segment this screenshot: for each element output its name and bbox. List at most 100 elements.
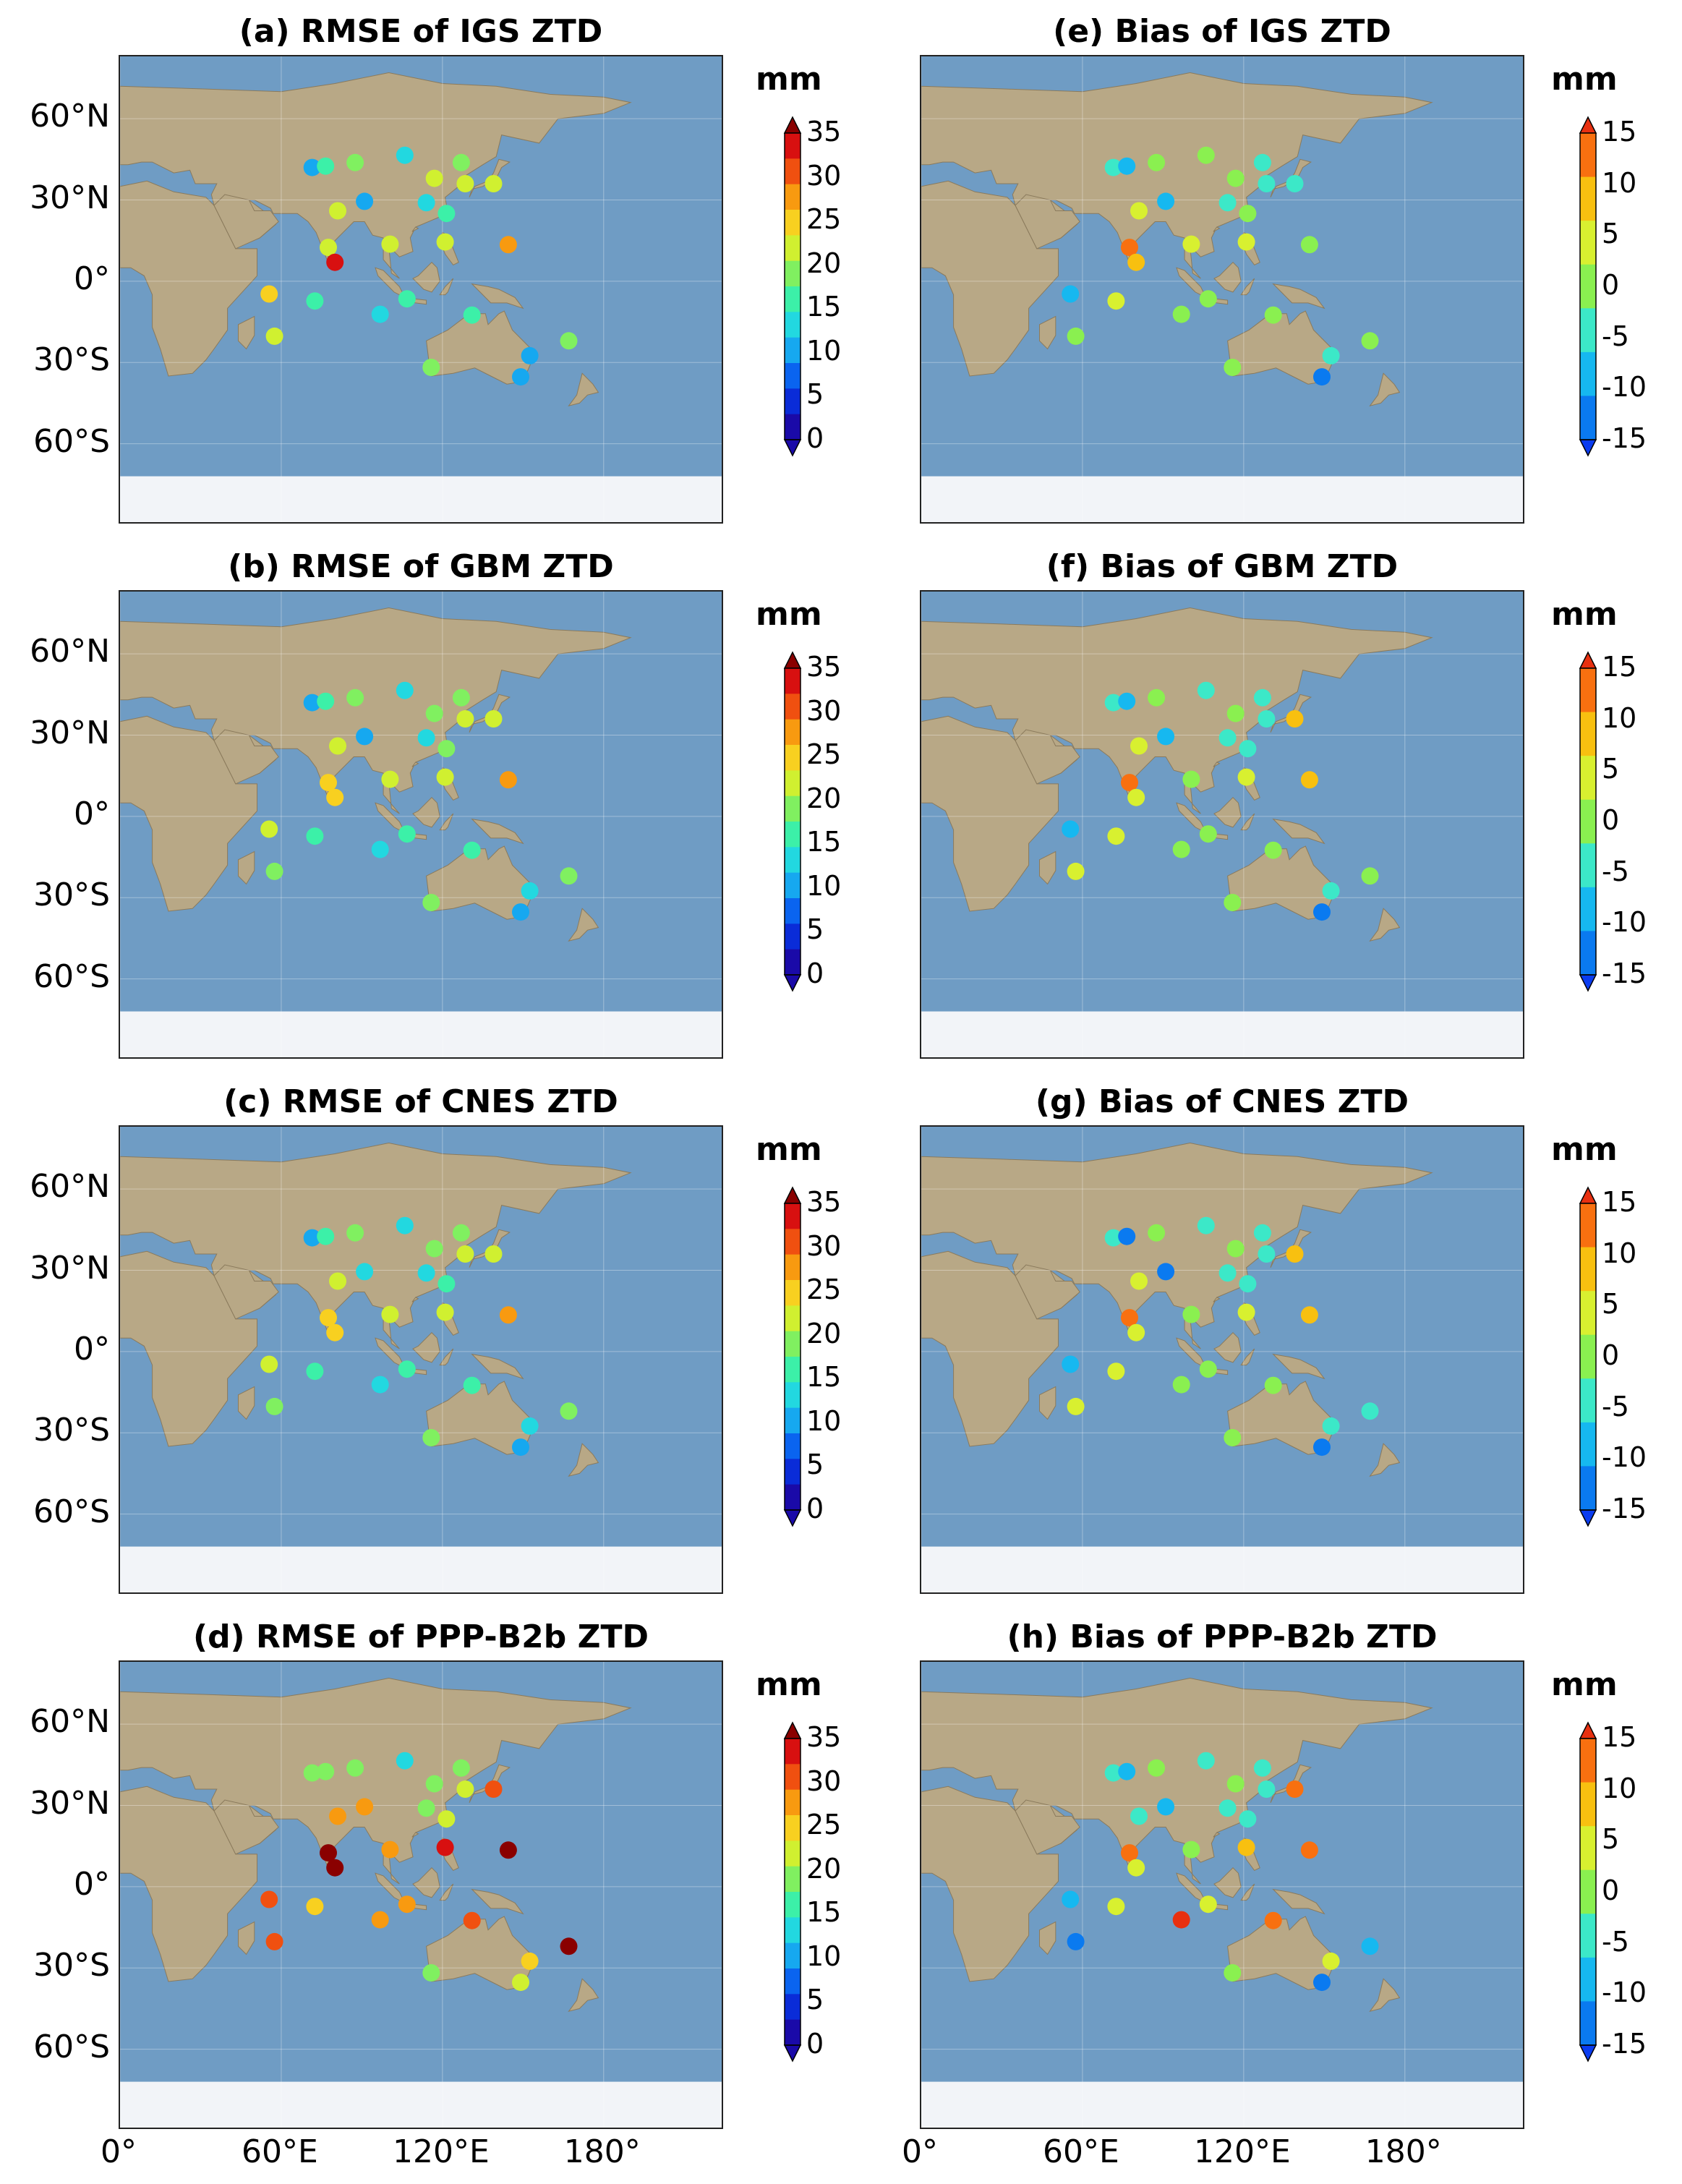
station-marker bbox=[456, 710, 474, 728]
colorbar-segment bbox=[785, 133, 801, 159]
station-marker bbox=[1313, 903, 1331, 921]
station-marker bbox=[326, 1859, 344, 1877]
station-marker bbox=[1127, 253, 1145, 271]
station-marker bbox=[1313, 1974, 1331, 1992]
landmass bbox=[1015, 729, 1080, 785]
station-marker bbox=[1239, 740, 1257, 758]
antarctica bbox=[921, 2081, 1523, 2128]
landmass bbox=[213, 1264, 279, 1320]
colorbar-outline bbox=[1579, 667, 1597, 976]
antarctica bbox=[921, 1546, 1523, 1592]
station-marker bbox=[1322, 1417, 1340, 1435]
colorbar-tick-label: 0 bbox=[1602, 269, 1620, 301]
landmass bbox=[238, 1921, 255, 1955]
landmass bbox=[1272, 818, 1325, 845]
colorbar-tick-label: -10 bbox=[1602, 371, 1647, 404]
station-marker bbox=[320, 774, 337, 792]
colorbar bbox=[1579, 116, 1597, 457]
colorbar-segment bbox=[1580, 1739, 1596, 1783]
station-marker bbox=[1118, 692, 1136, 710]
station-marker bbox=[1127, 1859, 1145, 1877]
station-marker bbox=[1130, 202, 1148, 220]
colorbar-segment bbox=[785, 1280, 801, 1306]
landmass bbox=[921, 715, 1059, 912]
colorbar-outline bbox=[784, 132, 801, 440]
station-marker bbox=[1157, 1263, 1175, 1281]
station-marker bbox=[417, 1264, 435, 1282]
station-marker bbox=[422, 1964, 440, 1982]
station-marker bbox=[1062, 1890, 1080, 1908]
colorbar-segment bbox=[785, 1892, 801, 1918]
station-marker bbox=[371, 1911, 389, 1929]
landmass bbox=[238, 315, 255, 350]
y-tick-label: 0° bbox=[74, 795, 110, 832]
landmass bbox=[411, 1297, 419, 1302]
landmass bbox=[412, 1331, 440, 1363]
station-marker bbox=[1182, 235, 1200, 253]
landmass bbox=[921, 180, 1059, 377]
station-marker bbox=[303, 158, 321, 176]
station-marker bbox=[560, 1402, 578, 1420]
station-marker bbox=[396, 1216, 414, 1234]
colorbar-segment bbox=[1580, 1826, 1596, 1871]
colorbar-tick-label: 30 bbox=[806, 1229, 842, 1262]
station-marker bbox=[436, 1303, 454, 1321]
station-marker bbox=[1067, 862, 1085, 880]
colorbar-extend-min bbox=[1579, 1509, 1597, 1527]
colorbar-segment bbox=[1580, 887, 1596, 931]
station-marker bbox=[1258, 1245, 1276, 1263]
station-marker bbox=[381, 770, 399, 788]
station-marker bbox=[1107, 292, 1125, 310]
colorbar-segment bbox=[1580, 1203, 1596, 1248]
colorbar-segment bbox=[785, 286, 801, 312]
station-marker bbox=[1258, 1780, 1276, 1798]
station-marker bbox=[417, 194, 435, 212]
station-marker bbox=[346, 1759, 364, 1777]
colorbar-unit: mm bbox=[1551, 1131, 1618, 1168]
x-tick-label: 0° bbox=[101, 2133, 137, 2170]
colorbar-segment bbox=[785, 337, 801, 364]
station-marker bbox=[1239, 1275, 1257, 1293]
colorbar-extend-max bbox=[783, 116, 802, 134]
station-marker bbox=[1264, 306, 1282, 324]
colorbar-extend-max bbox=[783, 651, 802, 669]
landmass bbox=[412, 1867, 440, 1898]
station-marker bbox=[1361, 1937, 1379, 1955]
map-canvas bbox=[120, 56, 722, 522]
station-marker bbox=[1104, 694, 1122, 712]
landmass bbox=[1272, 283, 1325, 310]
station-marker bbox=[499, 1306, 517, 1324]
colorbar-segment bbox=[785, 1764, 801, 1791]
colorbar-segment bbox=[1580, 799, 1596, 844]
station-marker bbox=[452, 153, 470, 171]
station-marker bbox=[437, 1275, 456, 1293]
colorbar-outline bbox=[1579, 1203, 1597, 1511]
station-marker bbox=[512, 368, 529, 386]
station-marker bbox=[1218, 729, 1237, 747]
station-marker bbox=[265, 1932, 283, 1950]
station-marker bbox=[396, 681, 414, 699]
station-marker bbox=[452, 688, 470, 707]
station-marker bbox=[484, 1245, 503, 1263]
y-tick-label: 0° bbox=[74, 260, 110, 297]
landmass bbox=[469, 158, 511, 198]
station-marker bbox=[329, 737, 346, 755]
map-plot-area bbox=[920, 1660, 1524, 2129]
colorbar-segment bbox=[1580, 1247, 1596, 1292]
colorbar-tick-label: 15 bbox=[1602, 651, 1637, 683]
station-marker bbox=[1148, 688, 1166, 707]
colorbar-segment bbox=[785, 158, 801, 185]
colorbar-segment bbox=[785, 1407, 801, 1434]
station-marker bbox=[452, 1759, 470, 1777]
station-marker bbox=[1253, 688, 1271, 707]
station-marker bbox=[329, 1272, 346, 1290]
colorbar-tick-label: 30 bbox=[806, 1765, 842, 1797]
colorbar-tick-label: 0 bbox=[806, 1493, 824, 1524]
colorbar-segment bbox=[785, 1484, 801, 1511]
colorbar-tick-label: 0 bbox=[806, 957, 824, 989]
station-marker bbox=[320, 239, 337, 257]
colorbar bbox=[783, 1721, 802, 2063]
colorbar-segment bbox=[1580, 221, 1596, 265]
station-marker bbox=[1237, 768, 1255, 786]
map-plot-area bbox=[119, 590, 723, 1059]
